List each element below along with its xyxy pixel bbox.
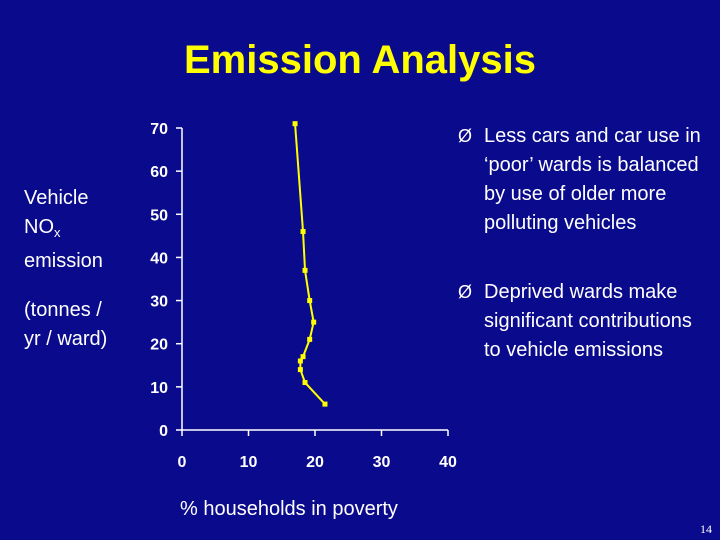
x-tick-label: 20 bbox=[306, 454, 324, 471]
y-label-line3: emission bbox=[24, 250, 103, 272]
data-point bbox=[302, 267, 308, 273]
data-point bbox=[297, 367, 303, 373]
y-label-line4: (tonnes / bbox=[24, 299, 102, 321]
arrow-bullet-icon: Ø bbox=[458, 282, 473, 302]
page-number: 14 bbox=[700, 522, 712, 536]
data-point bbox=[322, 401, 328, 407]
data-point bbox=[300, 229, 306, 235]
data-point bbox=[297, 358, 303, 364]
y-tick-label: 40 bbox=[150, 250, 168, 267]
y-label-line5: yr / ward) bbox=[24, 328, 108, 350]
data-point bbox=[311, 319, 317, 325]
y-tick-label: 50 bbox=[150, 207, 168, 224]
bullet-item-2: Ø Deprived wards make significant contri… bbox=[458, 278, 708, 365]
bullet-text-2: Deprived wards make significant contribu… bbox=[484, 281, 692, 361]
bullet-item-1: Ø Less cars and car use in ‘poor’ wards … bbox=[458, 122, 708, 238]
y-label-nox: NO bbox=[24, 216, 54, 238]
x-tick-label: 30 bbox=[373, 454, 391, 471]
bullet-list: Ø Less cars and car use in ‘poor’ wards … bbox=[458, 122, 708, 365]
y-tick-label: 10 bbox=[150, 380, 168, 397]
y-tick-label: 70 bbox=[150, 121, 168, 138]
x-tick-label: 0 bbox=[178, 454, 187, 471]
data-point bbox=[307, 298, 313, 304]
y-tick-label: 60 bbox=[150, 164, 168, 181]
y-label-line1: Vehicle bbox=[24, 187, 89, 209]
y-tick-label: 20 bbox=[150, 337, 168, 354]
data-point bbox=[292, 121, 298, 127]
bullet-text-1: Less cars and car use in ‘poor’ wards is… bbox=[484, 125, 701, 234]
y-label-nox-subscript: x bbox=[54, 225, 61, 240]
y-axis-label: Vehicle NOx emission (tonnes / yr / ward… bbox=[24, 184, 136, 354]
slide-title: Emission Analysis bbox=[184, 38, 536, 82]
arrow-bullet-icon: Ø bbox=[458, 126, 473, 146]
y-tick-label: 30 bbox=[150, 294, 168, 311]
x-axis-label: % households in poverty bbox=[180, 498, 398, 520]
data-point bbox=[302, 380, 308, 386]
data-point bbox=[307, 336, 313, 342]
x-tick-label: 10 bbox=[240, 454, 258, 471]
y-tick-label: 0 bbox=[159, 423, 168, 440]
x-tick-label: 40 bbox=[439, 454, 457, 471]
data-point bbox=[300, 354, 306, 360]
y-label-line2: NOx bbox=[24, 213, 136, 247]
